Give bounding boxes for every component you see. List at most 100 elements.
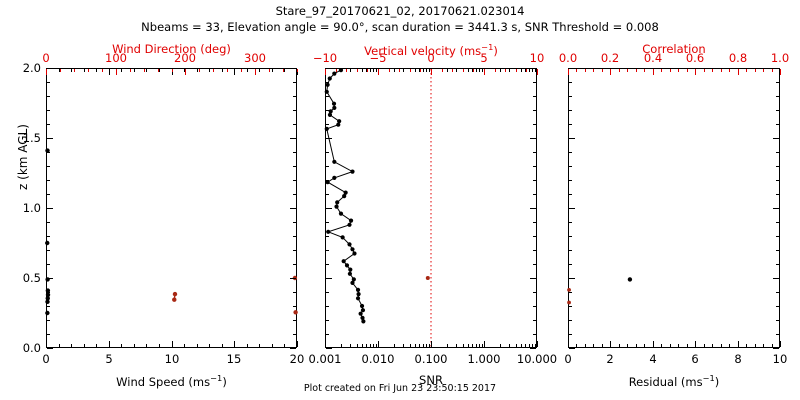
x-tick-label-top: 300 (244, 51, 266, 65)
axis-tick (293, 306, 296, 307)
data-point (347, 222, 352, 227)
axis-tick (134, 69, 135, 72)
axis-tick (326, 138, 332, 139)
data-point (338, 211, 344, 216)
axis-tick (530, 138, 536, 139)
axis-tick (290, 348, 296, 349)
x-tick-label-top: 200 (174, 51, 196, 65)
axis-tick (326, 166, 329, 167)
data-point (45, 148, 50, 153)
axis-tick (569, 166, 572, 167)
axis-tick (463, 344, 464, 347)
axis-tick (776, 264, 779, 265)
axis-tick (610, 69, 611, 75)
axis-tick (350, 344, 351, 347)
axis-tick (533, 124, 536, 125)
axis-tick (447, 344, 448, 347)
axis-tick (533, 96, 536, 97)
axis-tick (505, 69, 506, 72)
axis-tick (293, 222, 296, 223)
axis-tick (576, 344, 577, 347)
axis-tick (569, 348, 575, 349)
x-tick-label-bottom: 2 (606, 352, 614, 366)
axis-tick (284, 344, 285, 347)
axis-tick (780, 341, 781, 347)
axis-tick (47, 82, 50, 83)
axis-tick (569, 264, 572, 265)
axis-tick (403, 344, 404, 347)
axis-tick (526, 69, 527, 72)
axis-tick (146, 344, 147, 347)
axis-tick (293, 194, 296, 195)
x-tick-label-bottom: 0.100 (414, 352, 448, 366)
data-point (425, 276, 430, 280)
data-point (358, 311, 363, 316)
axis-tick (74, 69, 75, 72)
axis-tick (284, 69, 285, 72)
data-point (324, 89, 329, 94)
axis-tick (326, 68, 332, 69)
axis-tick (158, 69, 159, 72)
axis-tick (326, 96, 329, 97)
axis-tick (569, 82, 572, 83)
panel1-bottom-axis-label: Wind Speed (ms−1) (116, 373, 227, 389)
data-point (627, 277, 633, 282)
axis-tick (738, 69, 739, 75)
axis-tick (755, 344, 756, 347)
axis-tick (533, 306, 536, 307)
axis-tick (326, 236, 329, 237)
x-tick-label-bottom: 10.000 (516, 352, 558, 366)
data-point (293, 310, 298, 315)
data-point (45, 292, 51, 297)
x-tick-label-bottom: 0 (42, 352, 50, 366)
x-tick-label-top: 0 (42, 51, 50, 65)
axis-tick (47, 334, 50, 335)
axis-tick (326, 250, 329, 251)
x-tick-label-bottom: 10 (772, 352, 788, 366)
axis-tick (59, 344, 60, 347)
axis-tick (102, 69, 103, 72)
axis-tick (336, 69, 337, 72)
axis-tick (521, 344, 522, 347)
axis-tick (415, 69, 416, 72)
axis-tick (525, 69, 526, 72)
axis-tick (209, 69, 210, 72)
axis-tick (729, 69, 730, 72)
x-tick-label-top: 0.0 (558, 51, 578, 65)
axis-tick (423, 344, 424, 347)
axis-tick (429, 344, 430, 347)
axis-tick (326, 320, 329, 321)
axis-tick (326, 194, 329, 195)
axis-tick (419, 344, 420, 347)
axis-tick (532, 344, 533, 347)
axis-tick (326, 180, 329, 181)
axis-tick (326, 152, 329, 153)
axis-tick (222, 344, 223, 347)
axis-tick (293, 110, 296, 111)
axis-tick (293, 320, 296, 321)
panel-residual (568, 68, 780, 348)
axis-tick (602, 344, 603, 347)
axis-tick (521, 69, 522, 72)
data-point (347, 242, 352, 247)
axis-tick (357, 69, 358, 72)
axis-tick (290, 138, 296, 139)
axis-tick (326, 208, 332, 209)
axis-tick (569, 306, 572, 307)
axis-tick (746, 69, 747, 72)
y-tick-label: 1.5 (22, 131, 41, 145)
axis-tick (452, 69, 453, 72)
axis-tick (568, 341, 569, 347)
axis-tick (47, 124, 50, 125)
axis-tick (479, 69, 480, 72)
axis-tick (593, 344, 594, 347)
axis-tick (290, 68, 296, 69)
axis-tick (533, 264, 536, 265)
axis-tick (533, 166, 536, 167)
axis-tick (763, 344, 764, 347)
axis-tick (47, 194, 50, 195)
axis-tick (415, 344, 416, 347)
data-point (172, 291, 178, 297)
axis-tick (341, 69, 342, 72)
